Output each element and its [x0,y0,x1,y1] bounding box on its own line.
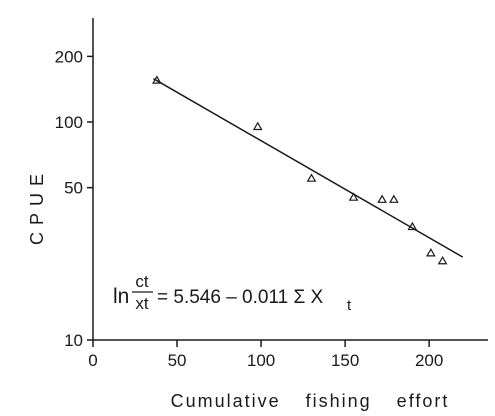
data-point [252,121,263,131]
y-tick-label: 10 [64,331,83,350]
data-point [152,75,162,84]
data-point [437,255,448,265]
x-tick-label: 0 [88,351,97,370]
x-tick-label: 100 [247,351,275,370]
x-tick-label: 50 [168,351,187,370]
equation-numerator: ct [135,272,149,291]
data-point [348,192,359,201]
x-axis-title: Cumulative fishing effort [171,391,450,411]
equation-denominator: xt [135,294,149,313]
equation-rhs: = 5.546 – 0.011 Σ X [157,287,323,308]
data-point [389,194,399,203]
regression-equation: ln ct xt = 5.546 – 0.011 Σ X t [113,272,352,314]
data-point [426,248,436,257]
x-axis-ticks: 0 50 100 150 200 [88,340,443,370]
equation-subscript: t [347,297,352,314]
x-tick-label: 150 [331,351,359,370]
y-tick-label: 50 [64,179,83,198]
data-points [152,75,448,265]
y-axis-ticks: 10 50 100 200 [55,47,93,350]
y-axis-title: CPUE [27,167,47,245]
y-tick-label: 100 [55,113,83,132]
data-point [306,173,317,182]
regression-line [153,78,464,258]
y-tick-label: 200 [55,47,83,66]
data-point [407,221,418,231]
x-tick-label: 200 [415,351,443,370]
data-point [377,194,387,203]
equation-ln: ln [113,285,129,308]
